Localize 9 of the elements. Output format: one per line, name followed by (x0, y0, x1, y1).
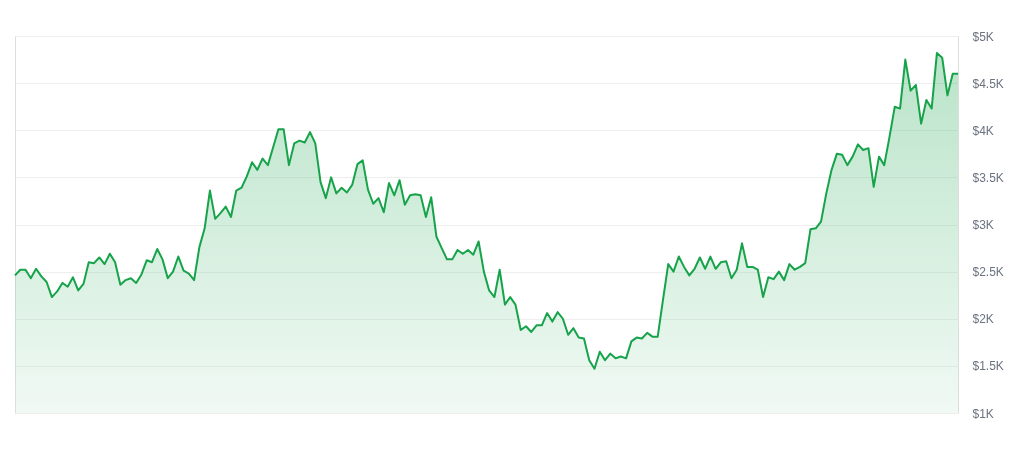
y-tick-label: $2K (972, 312, 994, 327)
y-tick-label: $3.5K (972, 170, 1004, 185)
y-tick-label: $5K (972, 29, 994, 44)
y-tick-label: $2.5K (972, 265, 1004, 280)
y-tick-label: $4K (972, 123, 994, 138)
y-tick-label: $4.5K (972, 76, 1004, 91)
y-tick-label: $1K (972, 406, 994, 421)
y-tick-label: $1.5K (972, 359, 1004, 374)
y-tick-label: $3K (972, 218, 994, 232)
